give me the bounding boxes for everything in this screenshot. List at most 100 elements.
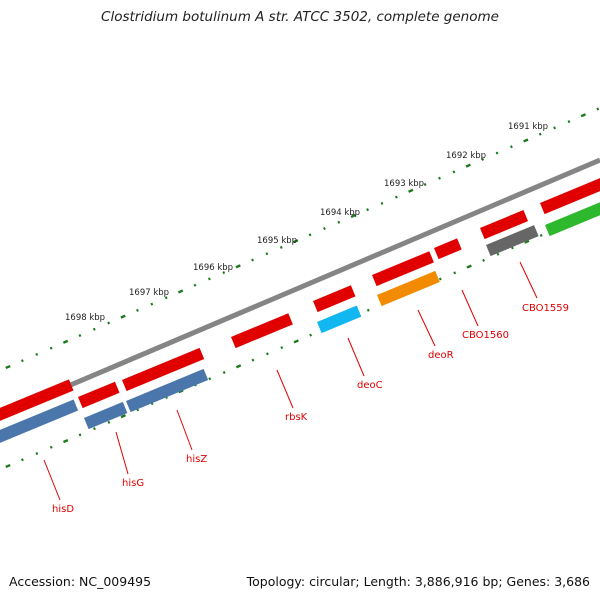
gene-label-hisD: hisD (52, 504, 74, 515)
inner-tick (35, 452, 39, 456)
outer-tick (49, 346, 53, 350)
inner-tick (251, 358, 255, 362)
outer-tick (510, 145, 513, 149)
inner-tick (120, 414, 126, 419)
gene-hisZ-top[interactable] (122, 347, 205, 392)
genome-backbone (0, 157, 600, 418)
kbp-label: 1691 kbp (508, 122, 548, 132)
inner-tick (524, 239, 530, 244)
gene-deoC-top[interactable] (313, 285, 356, 313)
inner-tick (49, 445, 53, 449)
outer-tick (423, 183, 427, 187)
inner-tick (539, 233, 543, 237)
outer-tick (337, 220, 341, 224)
leader-deoC (347, 337, 365, 377)
inner-tick (235, 364, 242, 369)
inner-tick (107, 420, 111, 424)
gene-deoR-top[interactable] (372, 251, 434, 287)
outer-tick (553, 126, 556, 130)
outer-tick (580, 113, 587, 118)
outer-tick (465, 163, 471, 168)
outer-tick (523, 138, 529, 143)
inner-tick (438, 277, 442, 281)
gene-CBO1560-bottom[interactable] (486, 225, 539, 257)
gene-hisG-bottom[interactable] (84, 401, 128, 430)
gene-hisZ-bottom[interactable] (126, 368, 209, 413)
leader-CBO1560 (461, 289, 479, 327)
outer-tick (408, 188, 414, 193)
outer-tick (62, 339, 69, 344)
outer-tick (207, 277, 211, 281)
gene-hisG-top[interactable] (78, 381, 120, 409)
kbp-label: 1698 kbp (65, 313, 105, 323)
outer-tick (481, 157, 485, 161)
outer-tick (279, 245, 283, 249)
inner-tick (496, 252, 500, 256)
outer-tick (452, 170, 456, 174)
outer-tick (251, 258, 254, 262)
gene-hisD-top[interactable] (0, 379, 74, 422)
outer-tick (265, 252, 269, 256)
inner-tick (222, 371, 226, 375)
kbp-label: 1697 kbp (129, 288, 169, 298)
inner-tick (5, 463, 11, 469)
gene-label-deoR: deoR (428, 350, 454, 361)
outer-tick (308, 233, 312, 237)
gene-labels: hisD hisG hisZ rbsK deoC deoR CBO1560 CB… (43, 261, 569, 515)
gene-small-top[interactable] (434, 238, 462, 260)
map-title: Clostridium botulinum A str. ATCC 3502, … (101, 9, 499, 25)
outer-tick (78, 334, 82, 338)
inner-tick (293, 339, 299, 344)
gene-CBO1559-top[interactable] (540, 176, 600, 215)
kbp-label: 1696 kbp (193, 263, 233, 273)
outer-tick (20, 359, 24, 363)
kbp-label: 1694 kbp (320, 208, 360, 218)
outer-tick (136, 308, 139, 312)
outer-tick (380, 201, 384, 205)
gene-rbsK-top[interactable] (231, 313, 293, 349)
outer-tick (222, 271, 226, 275)
gene-deoR-bottom[interactable] (377, 270, 440, 307)
outer-tick (164, 296, 168, 300)
outer-tick (193, 283, 197, 287)
gene-hisD-bottom[interactable] (0, 399, 79, 444)
gene-deoC-bottom[interactable] (317, 305, 362, 334)
kbp-label: 1692 kbp (446, 151, 486, 161)
inner-tick (208, 377, 212, 381)
gene-CBO1560-top[interactable] (480, 210, 529, 240)
inner-tick (309, 333, 313, 337)
inner-tick (78, 433, 82, 437)
inner-tick (136, 408, 140, 412)
inner-tick (280, 346, 284, 350)
outer-tick (92, 327, 96, 331)
gene-label-CBO1560: CBO1560 (462, 330, 509, 341)
gene-CBO1559-bottom[interactable] (545, 198, 600, 237)
outer-tick (5, 364, 11, 370)
leader-hisZ (176, 409, 193, 451)
gene-label-CBO1559: CBO1559 (522, 303, 569, 314)
gene-track (0, 176, 600, 444)
inner-tick (466, 264, 472, 269)
outer-tick (438, 176, 441, 180)
accession-text: Accession: NC_009495 (9, 574, 152, 589)
leader-hisD (43, 459, 61, 501)
outer-tick-ruler (5, 107, 600, 370)
outer-tick (323, 227, 326, 231)
inner-tick (265, 352, 269, 356)
outer-tick (150, 302, 154, 306)
kbp-label: 1693 kbp (384, 179, 424, 189)
inner-tick (482, 258, 485, 262)
outer-tick (107, 321, 111, 325)
gene-label-hisZ: hisZ (186, 454, 207, 465)
outer-tick (120, 314, 126, 319)
inner-tick-ruler (5, 209, 600, 469)
outer-tick (350, 213, 356, 219)
outer-tick (495, 151, 499, 155)
inner-tick (62, 439, 69, 444)
outer-tick (292, 239, 299, 244)
inner-tick (453, 271, 457, 275)
kbp-labels: 1691 kbp 1692 kbp 1693 kbp 1694 kbp 1695 kbp… (65, 122, 548, 323)
genome-summary-text: Topology: circular; Length: 3,886,916 bp… (246, 574, 590, 589)
leader-rbsK (276, 369, 294, 409)
